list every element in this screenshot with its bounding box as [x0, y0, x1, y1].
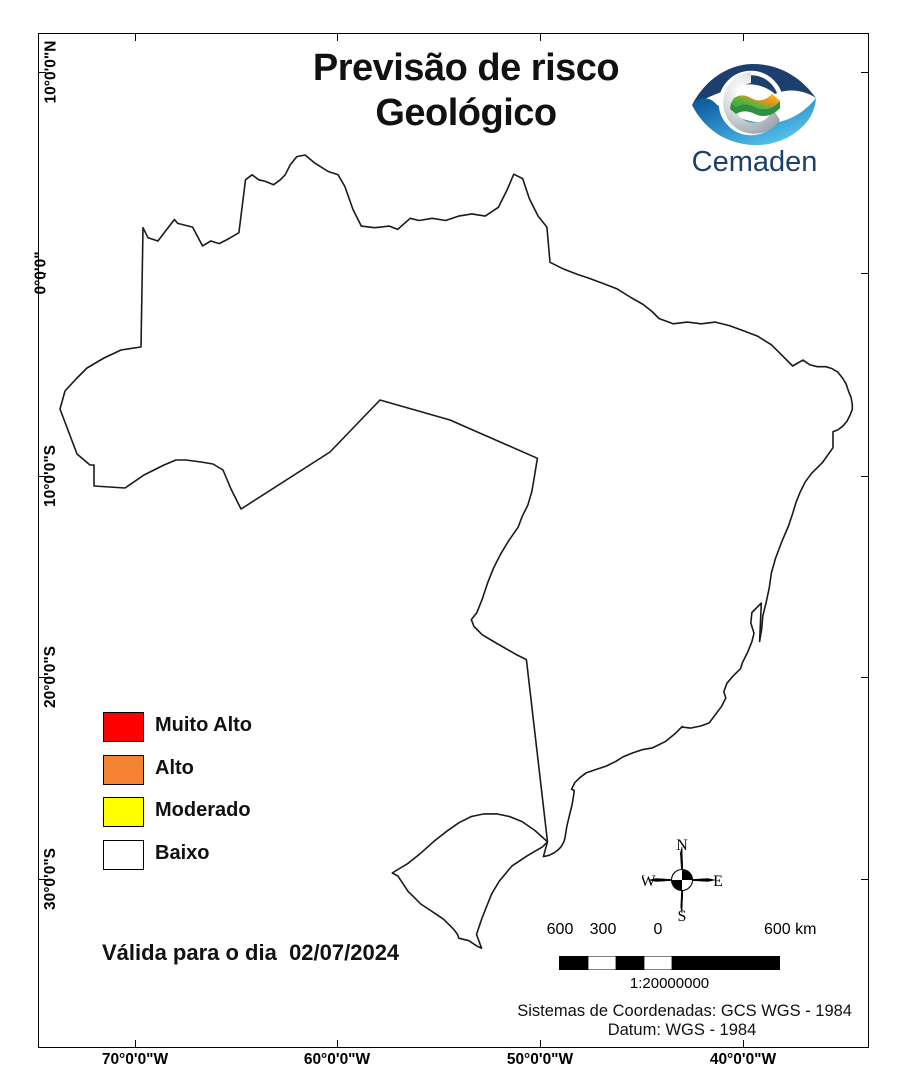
svg-text:W: W [642, 873, 656, 890]
svg-text:S: S [678, 908, 687, 922]
svg-text:E: E [713, 873, 722, 890]
svg-text:N: N [676, 838, 688, 854]
